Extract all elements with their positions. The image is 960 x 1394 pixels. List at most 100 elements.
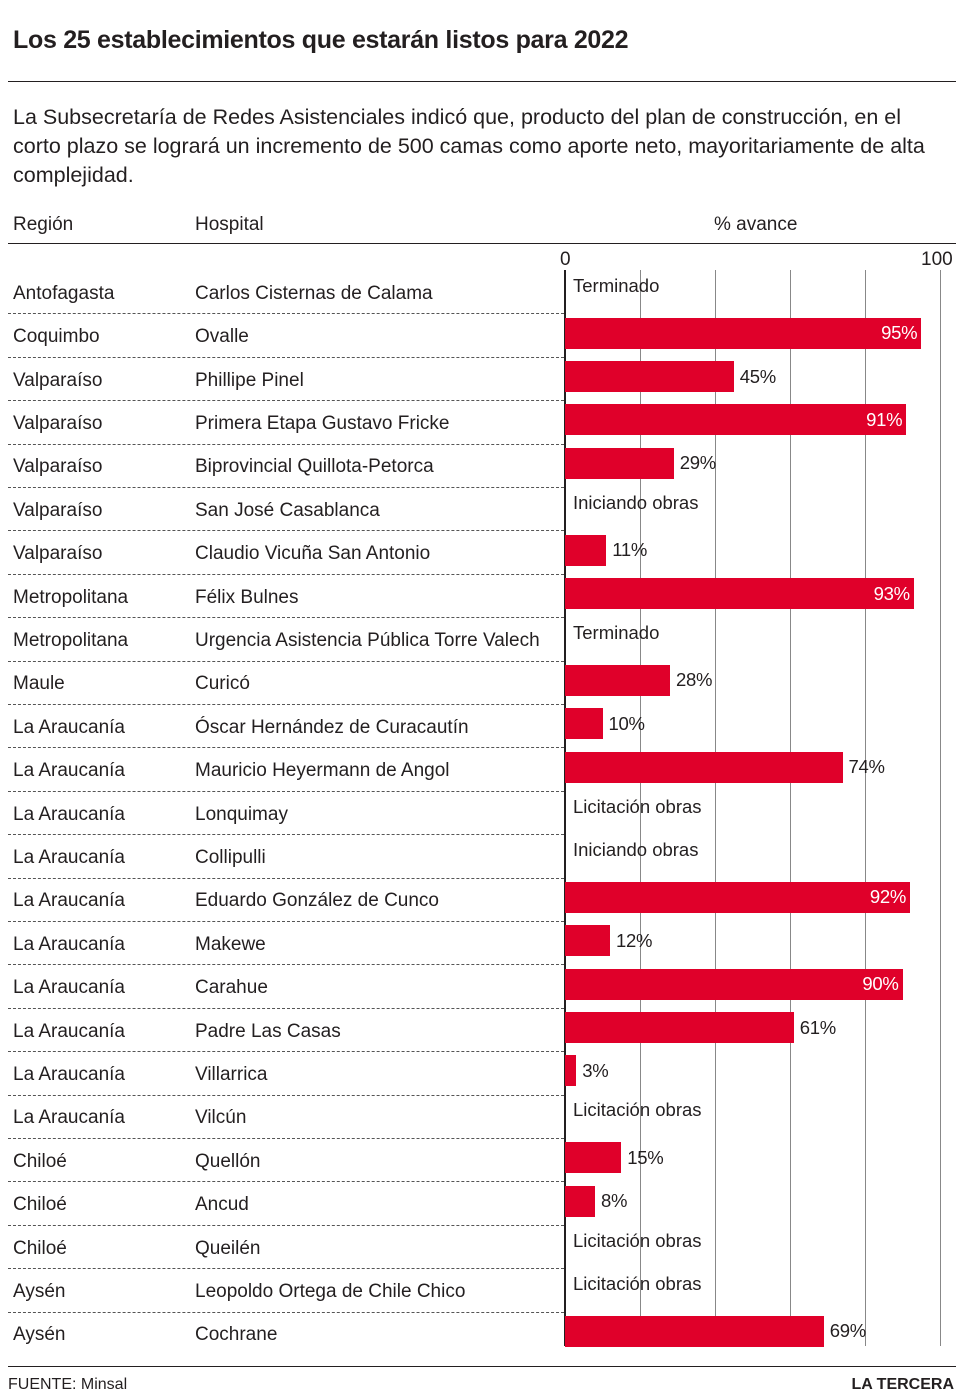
gridline xyxy=(865,270,866,1346)
hospital-cell: Eduardo González de Cunco xyxy=(195,890,439,912)
hospital-cell: Félix Bulnes xyxy=(195,586,299,608)
bar xyxy=(565,881,910,913)
status-label: Licitación obras xyxy=(573,795,702,817)
bar xyxy=(565,361,734,392)
hospital-cell: Ancud xyxy=(195,1194,249,1216)
gridline xyxy=(790,270,791,1346)
region-cell: Coquimbo xyxy=(13,326,100,348)
bar xyxy=(565,1012,794,1043)
row-separator xyxy=(8,1181,564,1183)
region-cell: La Araucanía xyxy=(13,933,125,955)
hospital-cell: Ovalle xyxy=(195,326,249,348)
hospital-cell: Claudio Vicuña San Antonio xyxy=(195,543,431,565)
region-cell: Chiloé xyxy=(13,1194,67,1216)
data-label: 12% xyxy=(616,929,653,951)
data-label: 45% xyxy=(739,365,776,387)
data-label: 3% xyxy=(582,1059,609,1081)
chart-title: Los 25 establecimientos que estarán list… xyxy=(13,26,629,54)
hospital-cell: Makewe xyxy=(195,933,266,955)
hospital-cell: Lonquimay xyxy=(195,803,288,825)
row-separator xyxy=(8,443,564,445)
row-separator xyxy=(8,921,564,922)
data-label: 10% xyxy=(608,712,645,734)
bar xyxy=(565,1185,595,1217)
bar xyxy=(565,317,922,349)
bar xyxy=(565,968,903,1000)
bar xyxy=(565,708,603,740)
hospital-cell: Quellón xyxy=(195,1150,261,1172)
data-label: 92% xyxy=(869,886,906,908)
status-label: Licitación obras xyxy=(573,1229,702,1251)
row-separator xyxy=(8,530,564,532)
chart-subtitle: La Subsecretaría de Redes Asistenciales … xyxy=(13,105,925,187)
x-axis-line xyxy=(564,270,566,1346)
gridline xyxy=(640,270,641,1346)
data-label: 95% xyxy=(881,322,918,344)
status-label: Licitación obras xyxy=(573,1099,702,1121)
region-cell: La Araucanía xyxy=(13,1020,125,1042)
row-separator xyxy=(8,1007,564,1009)
gridline xyxy=(940,270,941,1346)
publisher-logo: LA TERCERA xyxy=(851,1376,954,1393)
status-label: Iniciando obras xyxy=(573,491,699,513)
hospital-cell: San José Casablanca xyxy=(195,499,380,521)
hospital-cell: Padre Las Casas xyxy=(195,1020,341,1042)
hospital-cell: Villarrica xyxy=(195,1063,268,1085)
row-separator xyxy=(8,1138,564,1139)
hospital-cell: Leopoldo Ortega de Chile Chico xyxy=(195,1280,466,1302)
source-note: FUENTE: Minsal xyxy=(8,1376,128,1393)
data-label: 90% xyxy=(862,973,899,995)
row-separator xyxy=(8,400,564,402)
data-label: 74% xyxy=(848,756,885,778)
data-label: 91% xyxy=(866,408,903,430)
hospital-cell: Urgencia Asistencia Pública Torre Valech xyxy=(195,629,540,651)
bar xyxy=(565,578,914,609)
region-cell: La Araucanía xyxy=(13,760,125,782)
region-cell: Valparaíso xyxy=(13,499,103,521)
region-cell: La Araucanía xyxy=(13,1107,125,1129)
region-cell: La Araucanía xyxy=(13,890,125,912)
row-separator xyxy=(8,1094,564,1096)
header-divider xyxy=(8,243,956,244)
row-separator xyxy=(8,704,564,705)
region-cell: Metropolitana xyxy=(13,629,129,651)
data-label: 8% xyxy=(601,1190,628,1212)
row-separator xyxy=(8,313,564,315)
region-cell: Valparaíso xyxy=(13,369,103,391)
row-separator xyxy=(8,1224,564,1226)
data-label: 15% xyxy=(627,1146,664,1168)
region-cell: La Araucanía xyxy=(13,716,125,738)
hospital-cell: Queilén xyxy=(195,1237,261,1259)
x-tick-label-100: 100 xyxy=(921,249,953,270)
gridline xyxy=(715,270,716,1346)
status-label: Licitación obras xyxy=(573,1272,702,1294)
region-cell: Chiloé xyxy=(13,1150,67,1172)
region-cell: Metropolitana xyxy=(13,586,129,608)
status-label: Terminado xyxy=(573,621,660,643)
data-label: 11% xyxy=(612,539,648,561)
hospital-cell: Collipulli xyxy=(195,846,266,868)
row-separator xyxy=(8,1311,564,1313)
row-separator xyxy=(8,1268,564,1270)
progress-column-header: % avance xyxy=(714,214,798,235)
region-cell: Valparaíso xyxy=(13,456,103,478)
status-label: Iniciando obras xyxy=(573,838,699,860)
row-separator xyxy=(8,1051,564,1053)
region-cell: La Araucanía xyxy=(13,977,125,999)
region-column-header: Región xyxy=(13,214,74,235)
title-divider xyxy=(8,81,956,82)
hospital-cell: Biprovincial Quillota-Petorca xyxy=(195,456,434,478)
bar xyxy=(565,404,907,436)
region-cell: La Araucanía xyxy=(13,1063,125,1085)
hospital-cell: Cochrane xyxy=(195,1324,278,1346)
row-separator xyxy=(8,790,564,792)
bar xyxy=(565,1055,577,1087)
row-separator xyxy=(8,487,564,488)
region-cell: Valparaíso xyxy=(13,543,103,565)
bar xyxy=(565,534,607,566)
hospital-cell: Curicó xyxy=(195,673,250,695)
data-label: 69% xyxy=(829,1320,866,1342)
hospital-cell: Mauricio Heyermann de Angol xyxy=(195,760,450,782)
region-cell: La Araucanía xyxy=(13,846,125,868)
data-label: 61% xyxy=(799,1016,836,1038)
